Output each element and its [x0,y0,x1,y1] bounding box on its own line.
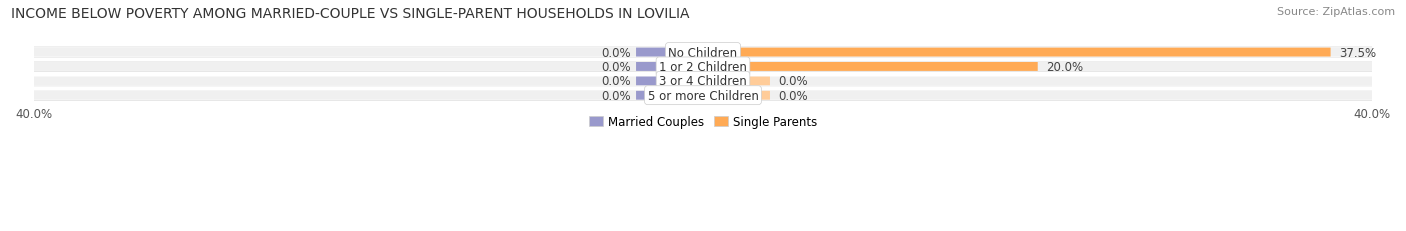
FancyBboxPatch shape [636,91,703,100]
FancyBboxPatch shape [34,48,1372,58]
Text: 0.0%: 0.0% [779,75,808,88]
FancyBboxPatch shape [636,49,703,57]
Text: 0.0%: 0.0% [602,46,631,59]
Text: 0.0%: 0.0% [602,89,631,102]
FancyBboxPatch shape [34,91,1372,100]
Text: 0.0%: 0.0% [602,61,631,74]
FancyBboxPatch shape [34,63,1372,72]
FancyBboxPatch shape [34,77,1372,86]
Legend: Married Couples, Single Parents: Married Couples, Single Parents [585,111,821,133]
FancyBboxPatch shape [703,49,1330,57]
FancyBboxPatch shape [34,91,1372,101]
FancyBboxPatch shape [703,63,1038,72]
Text: 3 or 4 Children: 3 or 4 Children [659,75,747,88]
FancyBboxPatch shape [703,77,770,86]
Text: 5 or more Children: 5 or more Children [648,89,758,102]
Text: 37.5%: 37.5% [1339,46,1376,59]
Text: Source: ZipAtlas.com: Source: ZipAtlas.com [1277,7,1395,17]
FancyBboxPatch shape [703,91,770,100]
Text: No Children: No Children [668,46,738,59]
Text: INCOME BELOW POVERTY AMONG MARRIED-COUPLE VS SINGLE-PARENT HOUSEHOLDS IN LOVILIA: INCOME BELOW POVERTY AMONG MARRIED-COUPL… [11,7,690,21]
FancyBboxPatch shape [636,63,703,72]
FancyBboxPatch shape [34,49,1372,57]
Text: 1 or 2 Children: 1 or 2 Children [659,61,747,74]
Text: 0.0%: 0.0% [602,75,631,88]
FancyBboxPatch shape [34,76,1372,87]
FancyBboxPatch shape [636,77,703,86]
Text: 0.0%: 0.0% [779,89,808,102]
Text: 20.0%: 20.0% [1046,61,1083,74]
FancyBboxPatch shape [34,62,1372,72]
